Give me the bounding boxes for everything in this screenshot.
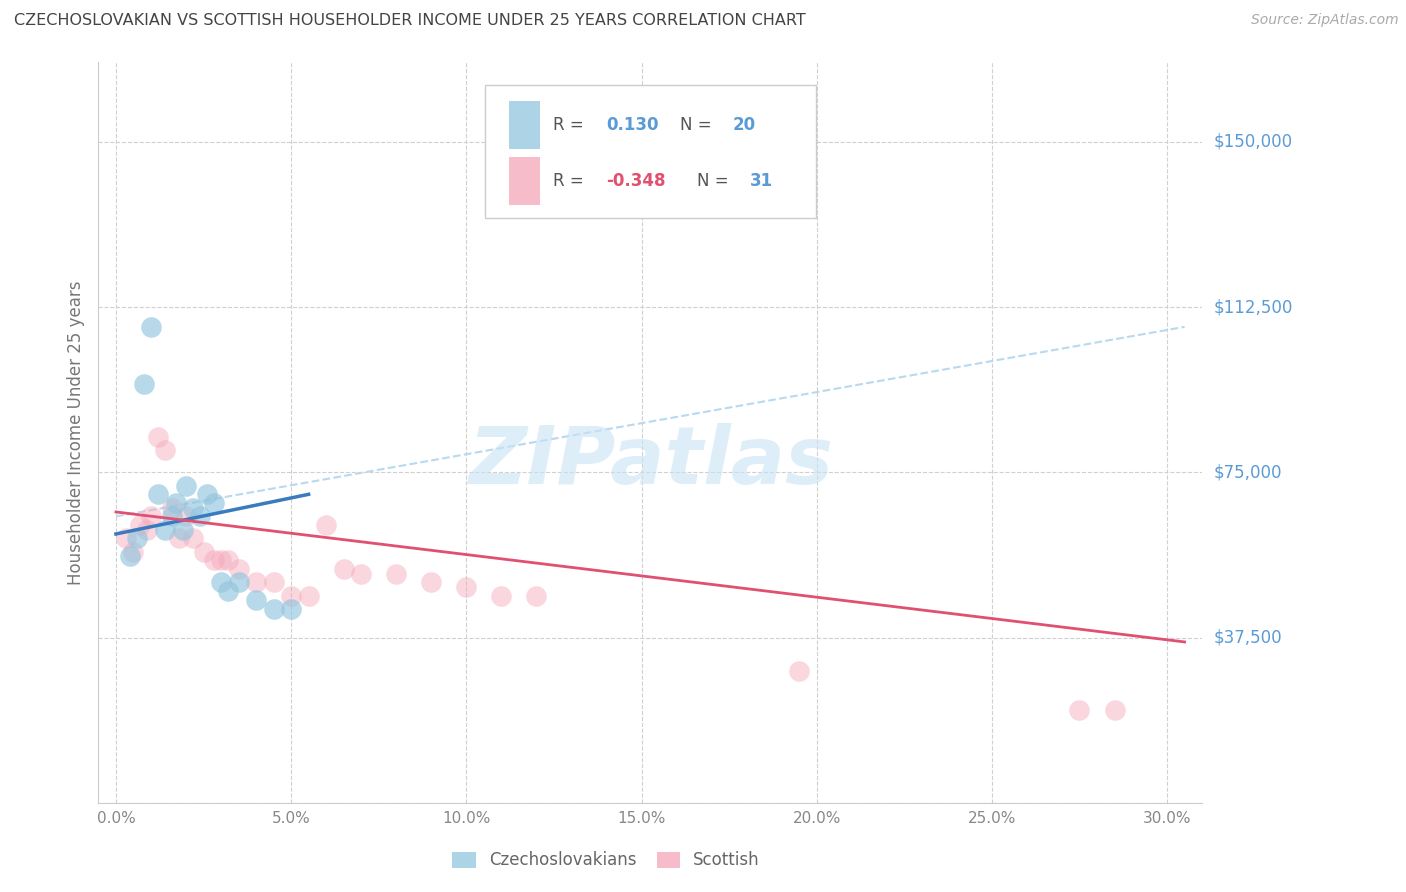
- Text: 0.130: 0.130: [606, 116, 658, 134]
- Point: [209, 575, 232, 590]
- FancyBboxPatch shape: [509, 101, 540, 149]
- Point: [245, 593, 267, 607]
- Point: [181, 532, 204, 546]
- Point: [188, 509, 211, 524]
- Text: -0.348: -0.348: [606, 172, 665, 190]
- Point: [228, 562, 250, 576]
- Point: [125, 532, 148, 546]
- Point: [181, 500, 204, 515]
- Point: [172, 523, 194, 537]
- Point: [193, 544, 215, 558]
- Text: N =: N =: [681, 116, 717, 134]
- Text: $37,500: $37,500: [1213, 629, 1282, 647]
- FancyBboxPatch shape: [485, 85, 815, 218]
- Text: CZECHOSLOVAKIAN VS SCOTTISH HOUSEHOLDER INCOME UNDER 25 YEARS CORRELATION CHART: CZECHOSLOVAKIAN VS SCOTTISH HOUSEHOLDER …: [14, 13, 806, 29]
- Point: [132, 377, 155, 392]
- Point: [263, 602, 285, 616]
- Point: [139, 509, 162, 524]
- Text: Source: ZipAtlas.com: Source: ZipAtlas.com: [1251, 13, 1399, 28]
- Point: [420, 575, 443, 590]
- Y-axis label: Householder Income Under 25 years: Householder Income Under 25 years: [66, 280, 84, 585]
- Point: [228, 575, 250, 590]
- Text: $75,000: $75,000: [1213, 463, 1282, 482]
- Point: [209, 553, 232, 567]
- Point: [787, 664, 810, 678]
- Point: [1104, 703, 1126, 717]
- Text: R =: R =: [553, 172, 589, 190]
- Point: [456, 580, 478, 594]
- Point: [195, 487, 218, 501]
- Point: [174, 478, 197, 492]
- Point: [153, 523, 176, 537]
- Point: [167, 532, 190, 546]
- Point: [245, 575, 267, 590]
- Point: [526, 589, 548, 603]
- Point: [280, 602, 302, 616]
- Text: N =: N =: [696, 172, 734, 190]
- Text: 20: 20: [733, 116, 756, 134]
- Point: [491, 589, 513, 603]
- Point: [115, 532, 138, 546]
- Point: [1069, 703, 1091, 717]
- Point: [385, 566, 408, 581]
- Point: [146, 430, 169, 444]
- Point: [139, 319, 162, 334]
- Point: [202, 553, 225, 567]
- Text: $150,000: $150,000: [1213, 133, 1292, 151]
- Point: [217, 553, 239, 567]
- Point: [174, 509, 197, 524]
- Legend: Czechoslovakians, Scottish: Czechoslovakians, Scottish: [446, 845, 766, 876]
- Text: 31: 31: [749, 172, 773, 190]
- Point: [118, 549, 141, 563]
- Point: [263, 575, 285, 590]
- Point: [298, 589, 321, 603]
- Point: [165, 496, 187, 510]
- FancyBboxPatch shape: [509, 157, 540, 205]
- Point: [122, 544, 145, 558]
- Text: R =: R =: [553, 116, 589, 134]
- Text: ZIPatlas: ZIPatlas: [468, 423, 832, 501]
- Point: [332, 562, 354, 576]
- Point: [350, 566, 373, 581]
- Point: [217, 584, 239, 599]
- Point: [153, 443, 176, 458]
- Point: [146, 487, 169, 501]
- Point: [315, 518, 337, 533]
- Point: [136, 523, 159, 537]
- Point: [160, 509, 183, 524]
- Point: [280, 589, 302, 603]
- Point: [160, 500, 183, 515]
- Text: $112,500: $112,500: [1213, 298, 1292, 316]
- Point: [202, 496, 225, 510]
- Point: [129, 518, 152, 533]
